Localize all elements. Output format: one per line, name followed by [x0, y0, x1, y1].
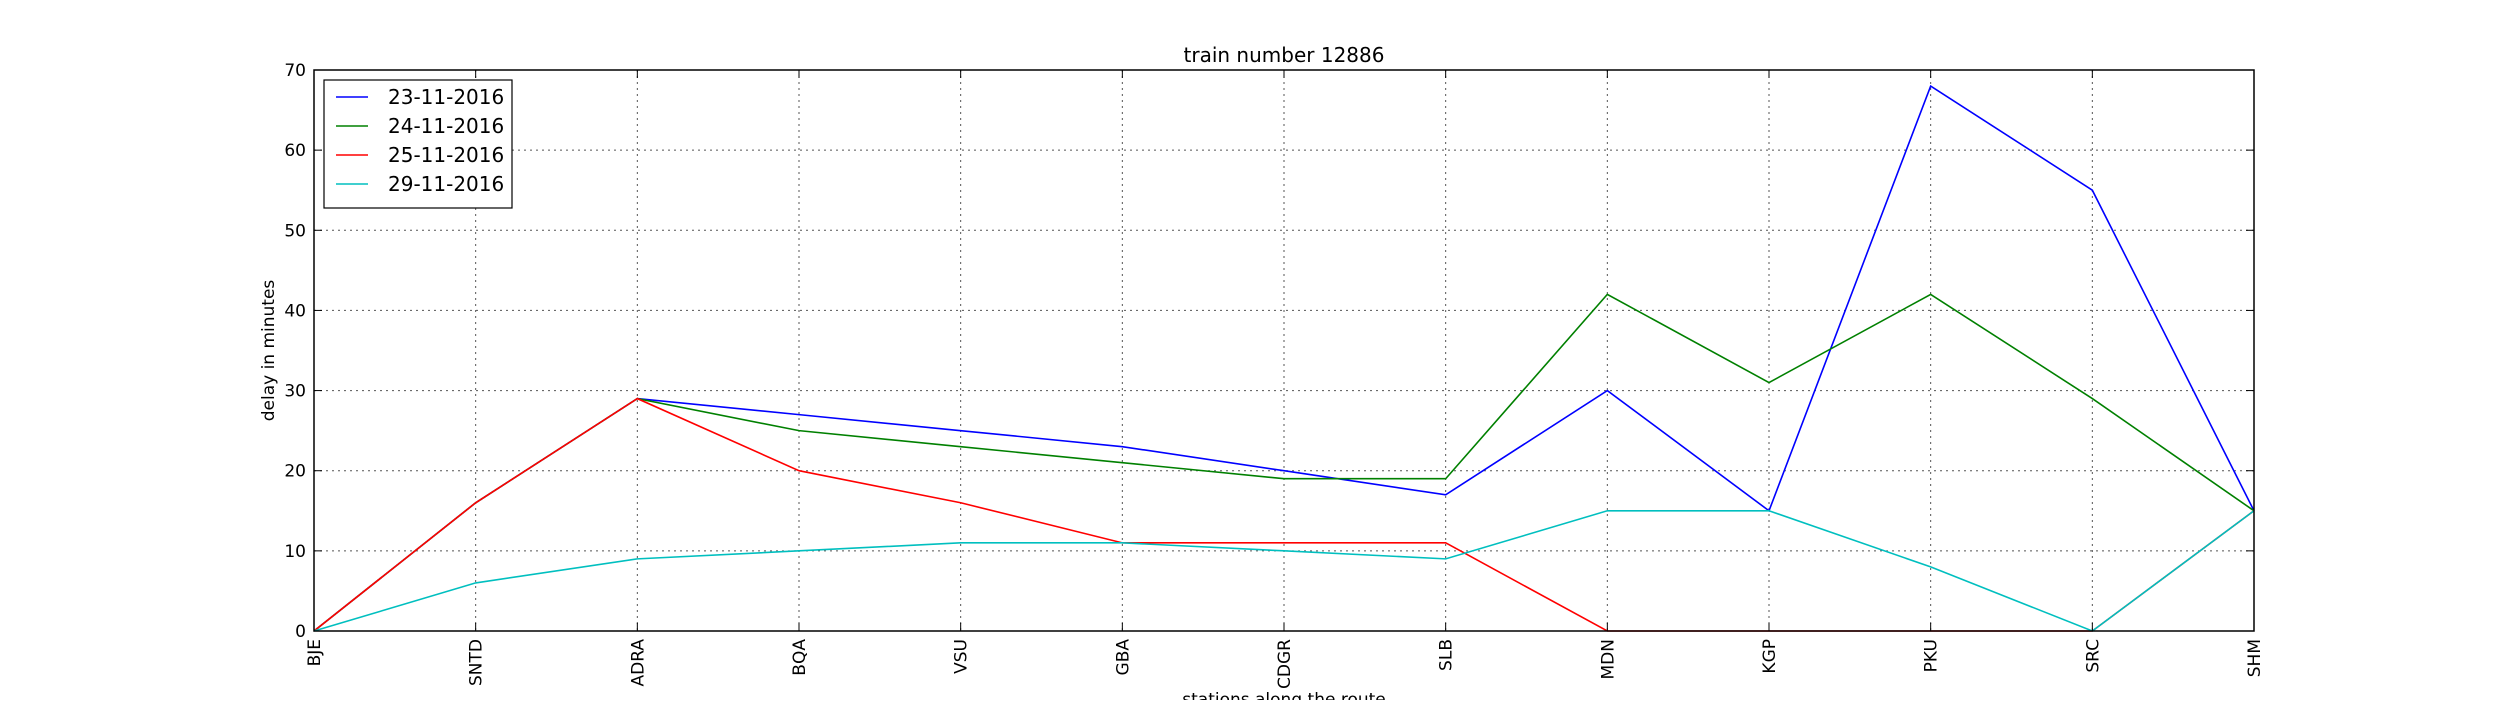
x-tick-label: ADRA	[628, 639, 648, 687]
x-tick-label: BJE	[305, 639, 325, 666]
y-tick-label: 0	[295, 622, 306, 642]
x-tick-label: MDN	[1598, 639, 1618, 679]
x-tick-label: VSU	[952, 639, 972, 674]
x-axis-label: stations along the route	[1182, 690, 1386, 700]
y-tick-label: 60	[284, 141, 306, 161]
legend-label: 23-11-2016	[388, 85, 504, 109]
x-tick-label: SRC	[2083, 639, 2103, 673]
y-tick-label: 30	[284, 382, 306, 402]
legend-label: 24-11-2016	[388, 114, 504, 138]
legend-label: 29-11-2016	[388, 172, 504, 196]
y-axis-label: delay in minutes	[259, 280, 279, 422]
x-tick-label: CDGR	[1275, 639, 1295, 689]
x-tick-label: SNTD	[467, 639, 487, 686]
x-tick-label: SLB	[1437, 639, 1457, 671]
y-tick-label: 50	[284, 221, 306, 241]
chart-title: train number 12886	[1184, 43, 1385, 67]
x-tick-label: BQA	[790, 639, 810, 676]
y-tick-label: 20	[284, 462, 306, 482]
y-tick-label: 10	[284, 542, 306, 562]
axis-ticks: 0 10 20 30 40 50 60 70 BJE SNTD ADRA BQA VSU GBA CDGR S…	[284, 61, 2265, 689]
y-tick-label: 40	[284, 301, 306, 321]
legend: 23-11-2016 24-11-2016 25-11-2016 29-11-2016	[323, 79, 513, 209]
legend-box	[323, 79, 513, 209]
x-tick-label: GBA	[1113, 639, 1133, 676]
x-tick-label: SHM	[2245, 639, 2265, 677]
x-tick-label: KGP	[1760, 639, 1780, 674]
series-line-29-11-2016	[313, 509, 2255, 632]
x-tick-label: PKU	[1922, 639, 1942, 672]
legend-label: 25-11-2016	[388, 143, 504, 167]
y-tick-label: 70	[284, 61, 306, 81]
